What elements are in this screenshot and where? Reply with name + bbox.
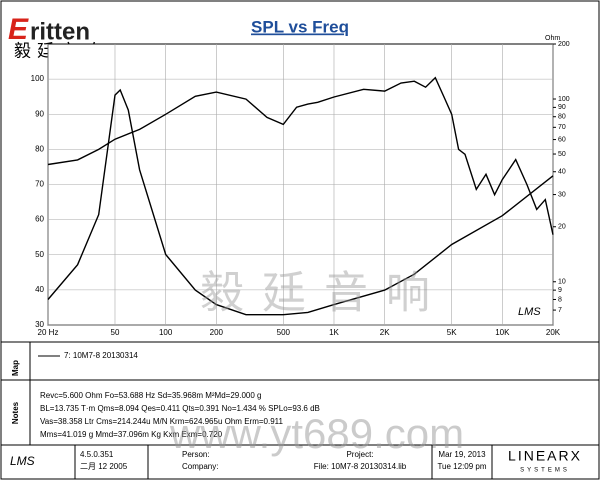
footer-company: Company: bbox=[182, 462, 218, 471]
y2-tick-label: 80 bbox=[558, 114, 566, 121]
note-line: Vas=38.358 Ltr Cms=214.244u M/N Krm=624.… bbox=[40, 417, 284, 426]
note-line: Mms=41.019 g Mmd=37.096m Kg Kxm Exm=0.72… bbox=[40, 430, 223, 439]
note-line: Revc=5.600 Ohm Fo=53.688 Hz Sd=35.968m M… bbox=[40, 391, 261, 400]
footer-person: Person: bbox=[182, 450, 210, 459]
y-tick-label: 100 bbox=[31, 74, 45, 83]
logo-text: ritten bbox=[30, 18, 90, 45]
y2-tick-label: 9 bbox=[558, 287, 562, 294]
chart-title: SPL vs Freq bbox=[251, 17, 349, 36]
x-tick-label: 1K bbox=[329, 328, 339, 337]
footer-date: Mar 19, 2013 bbox=[438, 450, 486, 459]
footer-time: Tue 12:09 pm bbox=[437, 462, 486, 471]
footer-date: 二月 12 2005 bbox=[80, 462, 128, 471]
y2-tick-label: 20 bbox=[558, 224, 566, 231]
x-tick-label: 500 bbox=[277, 328, 291, 337]
watermark: 毅廷音响 bbox=[200, 269, 448, 318]
y2-tick-label: 8 bbox=[558, 296, 562, 303]
lms-logo: LMS bbox=[518, 306, 541, 318]
y-tick-label: 70 bbox=[35, 180, 44, 189]
watermark-url: www.yt689.com bbox=[169, 410, 464, 457]
y2-tick-label: 10 bbox=[558, 279, 566, 286]
brand: LINEARX bbox=[508, 448, 582, 464]
x-tick-label: 20 Hz bbox=[38, 328, 59, 337]
x-tick-label: 2K bbox=[380, 328, 390, 337]
series-line bbox=[47, 88, 554, 316]
x-tick-label: 50 bbox=[111, 328, 120, 337]
brand-sub: SYSTEMS bbox=[520, 468, 570, 474]
footer-version: 4.5.0.351 bbox=[80, 450, 114, 459]
y2-tick-label: 70 bbox=[558, 124, 566, 131]
footer-project: Project: bbox=[346, 450, 373, 459]
y2-tick-label: 90 bbox=[558, 104, 566, 111]
x-tick-label: 5K bbox=[447, 328, 457, 337]
y-tick-label: 80 bbox=[35, 144, 44, 153]
x-tick-label: 10K bbox=[495, 328, 510, 337]
lms-logo: LMS bbox=[10, 454, 35, 468]
x-tick-label: 200 bbox=[210, 328, 224, 337]
y-tick-label: 60 bbox=[35, 215, 44, 224]
y-tick-label: 50 bbox=[35, 250, 44, 259]
y2-tick-label: 200 bbox=[558, 41, 570, 48]
y2-axis-label: Ohm bbox=[545, 35, 560, 42]
y2-tick-label: 7 bbox=[558, 307, 562, 314]
y2-tick-label: 50 bbox=[558, 151, 566, 158]
y-tick-label: 40 bbox=[35, 285, 44, 294]
y2-tick-label: 40 bbox=[558, 169, 566, 176]
x-tick-label: 20K bbox=[546, 328, 561, 337]
panel-label: Map bbox=[11, 360, 20, 376]
y-tick-label: 30 bbox=[35, 320, 44, 329]
y-tick-label: 90 bbox=[35, 109, 44, 118]
y2-tick-label: 60 bbox=[558, 136, 566, 143]
y2-tick-label: 100 bbox=[558, 96, 570, 103]
footer-file: File: 10M7-8 20130314.lib bbox=[314, 462, 407, 471]
x-tick-label: 100 bbox=[159, 328, 173, 337]
note-line: BL=13.735 T·m Qms=8.094 Qes=0.411 Qts=0.… bbox=[40, 404, 320, 413]
panel-label: Notes bbox=[11, 401, 20, 424]
legend-text: 7: 10M7-8 20130314 bbox=[64, 351, 138, 360]
y2-tick-label: 30 bbox=[558, 191, 566, 198]
series-line bbox=[47, 76, 554, 235]
logo-mark: E bbox=[8, 13, 29, 46]
